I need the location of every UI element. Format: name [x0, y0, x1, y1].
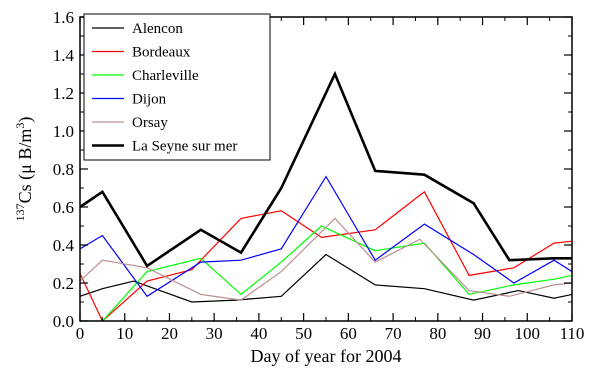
legend-label-2: Charleville: [132, 68, 199, 84]
x-tick-label: 70: [385, 324, 402, 343]
y-tick-label: 0.4: [53, 236, 75, 255]
x-tick-label: 100: [515, 324, 541, 343]
y-tick-label: 1.2: [53, 84, 74, 103]
y-axis-ticks: 0.0 0.2 0.4 0.6 0.8 1.0 1.2 1.4 1.6: [53, 8, 572, 331]
y-tick-label: 1.6: [53, 8, 74, 27]
legend-label-3: Dijon: [132, 92, 167, 108]
series-line-5: [80, 70, 572, 268]
series-line-1: [80, 190, 572, 321]
y-axis-label-main: Cs (μ B/m: [15, 129, 36, 204]
y-tick-label: 1.0: [53, 122, 74, 141]
y-tick-label: 0.6: [53, 198, 74, 217]
x-tick-label: 60: [340, 324, 357, 343]
x-tick-label: 0: [76, 324, 85, 343]
series-line-3: [80, 175, 572, 298]
x-tick-label: 40: [250, 324, 267, 343]
y-axis-label: 137Cs (μ B/m3): [13, 117, 36, 222]
series-line-0: [80, 253, 572, 303]
y-tick-label: 0.8: [53, 160, 74, 179]
series-line-2: [80, 225, 572, 321]
x-tick-label: 50: [295, 324, 312, 343]
x-tick-label: 90: [474, 324, 491, 343]
y-tick-label: 1.4: [53, 46, 75, 65]
legend-entries: Alencon Bordeaux Charleville Dijon Orsay La S…: [92, 21, 237, 155]
y-tick-label: 0.2: [53, 274, 74, 293]
y-tick-label: 0.0: [53, 312, 74, 331]
legend-label-4: Orsay: [132, 115, 168, 131]
legend-label-1: Bordeaux: [132, 45, 191, 61]
series-layer: [80, 70, 572, 321]
legend-box: [83, 13, 271, 161]
legend-label-5: La Seyne sur mer: [132, 139, 237, 155]
x-tick-label: 110: [560, 324, 585, 343]
series-line-4: [80, 217, 572, 301]
x-axis-label: Day of year for 2004: [251, 346, 402, 366]
x-axis-ticks: 0 10 20 30 40 50 60 70 80 90 100 110: [76, 17, 585, 343]
y-axis-label-isotope-sup: 137: [13, 203, 27, 221]
x-tick-label: 20: [161, 324, 178, 343]
x-tick-label: 30: [206, 324, 223, 343]
y-axis-label-close: ): [15, 117, 36, 123]
x-tick-label: 80: [429, 324, 446, 343]
y-axis-label-unit-sup: 3: [13, 123, 27, 129]
x-tick-label: 10: [116, 324, 133, 343]
legend: Alencon Bordeaux Charleville Dijon Orsay La S…: [83, 13, 271, 161]
legend-label-0: Alencon: [132, 21, 183, 37]
